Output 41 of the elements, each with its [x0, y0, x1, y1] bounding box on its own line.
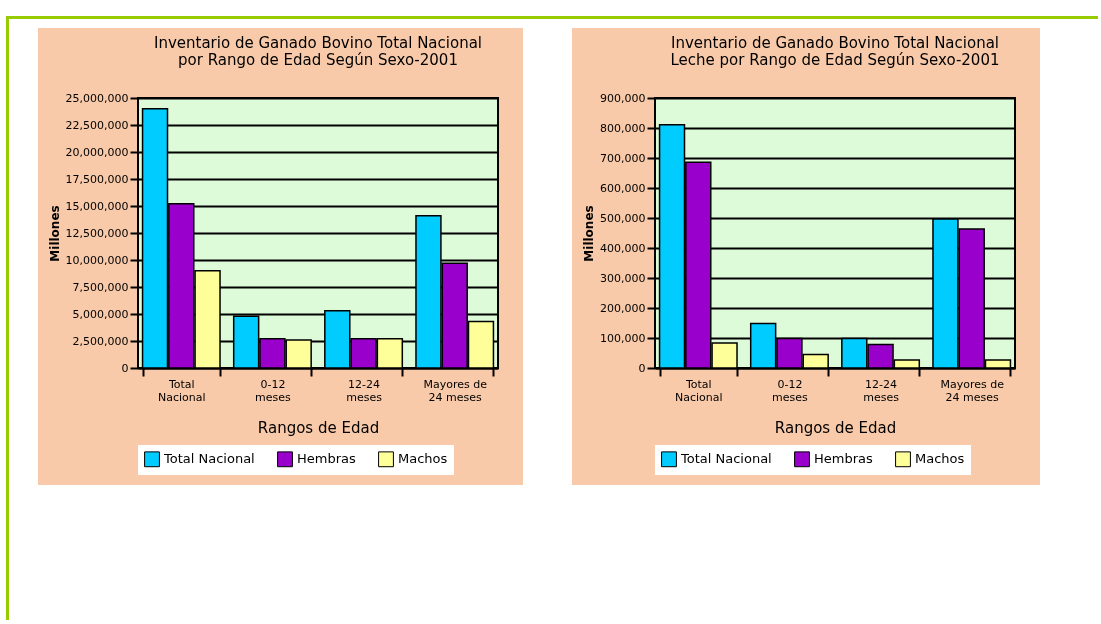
y-tick-label: 22,500,000: [65, 118, 129, 132]
y-tick-label: 300,000: [600, 271, 646, 285]
x-axis-title: Rangos de Edad: [257, 418, 380, 437]
y-tick-label: 100,000: [600, 331, 646, 345]
y-tick-label: 700,000: [600, 151, 646, 165]
y-tick-label: 20,000,000: [65, 145, 129, 159]
y-tick-label: 900,000: [600, 91, 646, 105]
x-tick-label: 12-24 meses: [863, 377, 900, 404]
x-tick-label: 12-24 meses: [346, 377, 383, 404]
x-axis-title: Rangos de Edad: [774, 418, 897, 437]
x-tick-label: 0-12 meses: [255, 377, 292, 404]
y-tick-label: 2,500,000: [72, 334, 129, 348]
y-axis-title: Millones: [47, 205, 62, 262]
y-axis-title: Millones: [582, 205, 597, 262]
y-tick-label: 800,000: [600, 121, 646, 135]
legend-label: Total Nacional: [163, 451, 255, 467]
x-tick-label: 0-12 meses: [772, 377, 809, 404]
x-tick-label: Mayores de 24 meses: [423, 377, 488, 404]
y-tick-label: 15,000,000: [65, 199, 129, 213]
y-tick-label: 600,000: [600, 181, 646, 195]
legend-label: Machos: [398, 451, 448, 467]
x-tick-label: Mayores de 24 meses: [940, 377, 1005, 404]
y-tick-label: 5,000,000: [72, 307, 129, 321]
y-tick-label: 17,500,000: [65, 172, 129, 186]
legend-label: Hembras: [814, 451, 873, 467]
chart-title: Inventario de Ganado Bovino Total Nacional Leche por Rango de Edad Según Sexo-2001: [670, 34, 1000, 69]
legend-label: Machos: [915, 451, 965, 467]
legend-label: Total Nacional: [680, 451, 772, 467]
y-tick-label: 12,500,000: [65, 226, 129, 240]
y-tick-label: 0: [121, 361, 129, 375]
x-tick-label: Total Nacional: [675, 377, 723, 404]
y-tick-label: 400,000: [600, 241, 646, 255]
y-tick-label: 200,000: [600, 301, 646, 315]
chart-title: Inventario de Ganado Bovino Total Nacional por Rango de Edad Según Sexo-2001: [153, 34, 483, 69]
y-tick-label: 7,500,000: [72, 280, 129, 294]
y-tick-label: 0: [638, 361, 646, 375]
y-tick-label: 500,000: [600, 211, 646, 225]
y-tick-label: 10,000,000: [65, 253, 129, 267]
legend-label: Hembras: [297, 451, 356, 467]
x-tick-label: Total Nacional: [158, 377, 206, 404]
y-tick-label: 25,000,000: [65, 91, 129, 105]
